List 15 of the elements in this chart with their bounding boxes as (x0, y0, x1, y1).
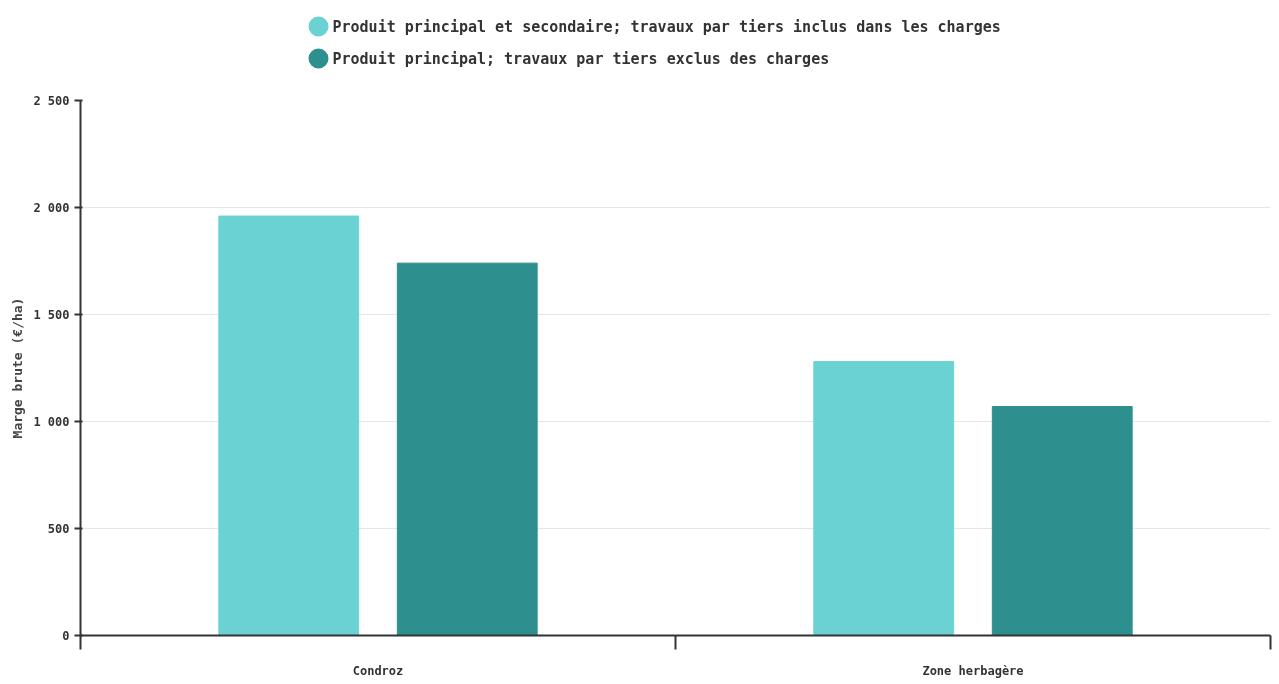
legend-label: Produit principal et secondaire; travaux par tiers inclus dans les charges (332, 17, 1001, 36)
y-tick-label: 1 500 (33, 307, 70, 322)
y-tick-label: 2 500 (33, 93, 70, 108)
y-tick-label: 500 (47, 521, 70, 536)
y-tick-label: 0 (62, 628, 70, 643)
x-tick-label: Zone herbagère (922, 663, 1024, 678)
bar (813, 361, 955, 636)
y-tick-label: 1 000 (33, 414, 70, 429)
bar (218, 215, 360, 636)
x-tick-label: Condroz (352, 663, 404, 678)
bar (991, 406, 1133, 636)
bar (396, 262, 538, 636)
y-tick-label: 2 000 (33, 200, 70, 215)
legend-label: Produit principal; travaux par tiers exclus des charges (332, 49, 830, 68)
y-axis-title: Marge brute (€/ha) (10, 297, 26, 439)
